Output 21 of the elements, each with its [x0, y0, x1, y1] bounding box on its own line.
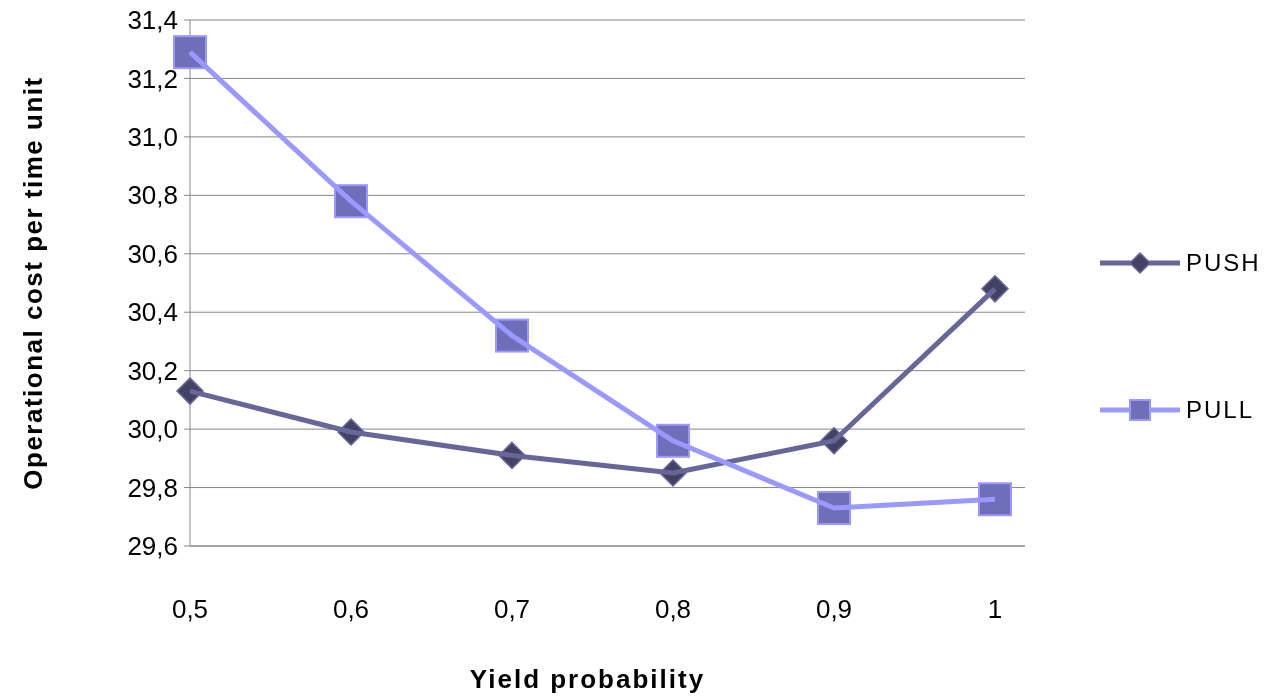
point — [978, 482, 1012, 517]
y-tick-label: 29,8 — [127, 472, 178, 503]
y-tick-label: 30,8 — [127, 180, 178, 211]
x-tick-label: 1 — [987, 594, 1003, 624]
y-tick-label: 30,0 — [127, 414, 178, 445]
y-tick-label: 30,6 — [127, 238, 178, 269]
y-tick-label: 29,6 — [127, 531, 178, 562]
legend-label: PUSH — [1186, 249, 1261, 277]
legend-label: PULL — [1186, 396, 1255, 424]
y-tick-label: 31,2 — [127, 63, 178, 94]
y-axis-title: Operational cost per time unit — [18, 76, 48, 490]
x-tick-label: 0,8 — [654, 594, 692, 624]
x-tick-label: 0,7 — [493, 594, 531, 624]
y-tick-label: 31,4 — [127, 5, 178, 36]
x-axis-title: Yield probability — [469, 664, 706, 694]
x-tick-label: 0,9 — [815, 594, 853, 624]
y-tick-label: 30,4 — [127, 297, 178, 328]
x-tick-label: 0,5 — [171, 594, 209, 624]
y-tick-label: 31,0 — [127, 121, 178, 152]
x-tick-label: 0,6 — [332, 594, 370, 624]
y-tick-label: 30,2 — [127, 355, 178, 386]
